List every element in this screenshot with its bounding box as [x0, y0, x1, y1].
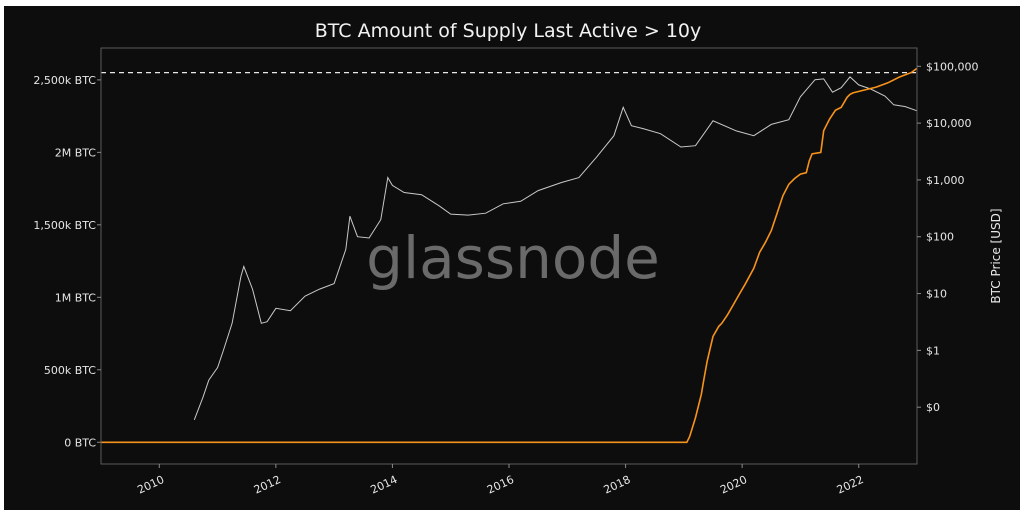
plot-background [4, 6, 1020, 510]
watermark-text: glassnode [366, 224, 660, 292]
y-right-tick-label: $100 [926, 231, 954, 244]
y-left-tick-label: 2,500k BTC [33, 74, 96, 87]
series-line-price [193, 76, 918, 420]
y-axis-left: 0 BTC 500k BTC 1M BTC 1,500k BTC 2M BTC 2,500… [33, 74, 101, 449]
chart: glassnode BTC Amount of Supply Last Acti… [4, 6, 1020, 510]
y-left-tick-label: 1M BTC [55, 291, 97, 304]
y-left-tick-label: 0 BTC [64, 436, 96, 449]
y-axis-right-label: BTC Price [USD] [989, 208, 1003, 303]
y-axis-right: $0 $1 $10 $100 $1,000 $10,000 $100,000 [917, 60, 979, 414]
y-right-tick-label: $1 [926, 344, 940, 357]
chart-title: BTC Amount of Supply Last Active > 10y [315, 20, 702, 42]
y-left-tick-label: 2M BTC [55, 146, 97, 159]
series-line-supply [101, 67, 918, 444]
y-right-tick-label: $10,000 [926, 117, 972, 130]
y-right-tick-label: $10 [926, 288, 947, 301]
y-right-tick-label: $100,000 [926, 60, 979, 73]
chart-frame: glassnode BTC Amount of Supply Last Acti… [4, 6, 1020, 510]
y-left-tick-label: 1,500k BTC [33, 219, 96, 232]
y-left-tick-label: 500k BTC [44, 364, 96, 377]
y-right-tick-label: $0 [926, 401, 940, 414]
y-right-tick-label: $1,000 [926, 174, 965, 187]
